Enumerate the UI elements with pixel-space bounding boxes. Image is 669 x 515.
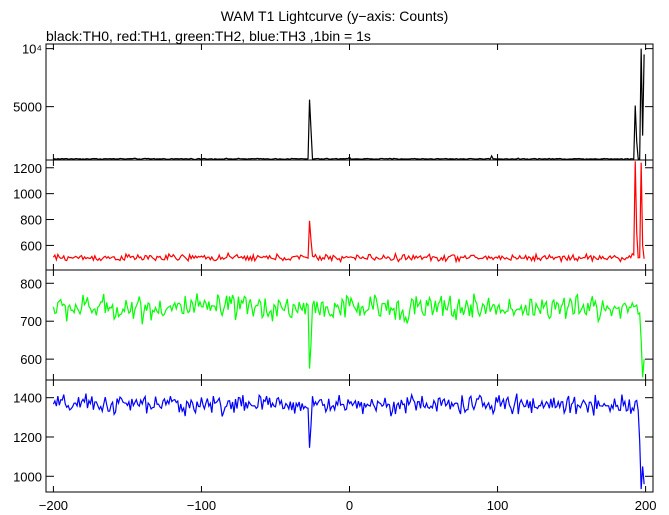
chart-title: WAM T1 Lightcurve (y−axis: Counts) bbox=[220, 8, 449, 24]
y-tick-label: 800 bbox=[20, 276, 42, 291]
y-tick-label: 5000 bbox=[13, 100, 42, 115]
y-tick-label: 1000 bbox=[13, 469, 42, 484]
series-line-th0 bbox=[53, 48, 645, 161]
panel-th2: 600 700 800 bbox=[20, 269, 654, 381]
y-tick-label: 1400 bbox=[13, 391, 42, 406]
panel-frame bbox=[45, 269, 654, 381]
chart-subtitle: black:TH0, red:TH1, green:TH2, blue:TH3 … bbox=[46, 28, 371, 44]
y-tick-label: 1200 bbox=[13, 430, 42, 445]
x-tick-label: 200 bbox=[635, 498, 657, 513]
series-line-th1 bbox=[52, 161, 645, 264]
y-tick-label: 10⁴ bbox=[22, 42, 42, 57]
panel-frame bbox=[45, 43, 654, 161]
series-line-th3 bbox=[52, 392, 645, 490]
x-tick-label: −100 bbox=[187, 498, 216, 513]
panel-th1: 600 800 1000 1200 bbox=[13, 159, 654, 271]
series-line-th2 bbox=[52, 292, 645, 378]
panel-th3: 1000 1200 1400 bbox=[13, 379, 654, 493]
panel-frame bbox=[45, 159, 654, 271]
x-tick-label: −200 bbox=[39, 498, 68, 513]
y-tick-label: 700 bbox=[20, 314, 42, 329]
y-tick-label: 1200 bbox=[13, 161, 42, 176]
y-tick-label: 600 bbox=[20, 352, 42, 367]
y-tick-label: 800 bbox=[20, 213, 42, 228]
x-tick-label: 100 bbox=[487, 498, 509, 513]
panel-th0: 5000 10⁴ bbox=[13, 42, 654, 161]
y-tick-label: 1000 bbox=[13, 187, 42, 202]
panel-frame bbox=[45, 379, 654, 493]
x-tick-label: 0 bbox=[346, 498, 353, 513]
y-tick-label: 600 bbox=[20, 238, 42, 253]
